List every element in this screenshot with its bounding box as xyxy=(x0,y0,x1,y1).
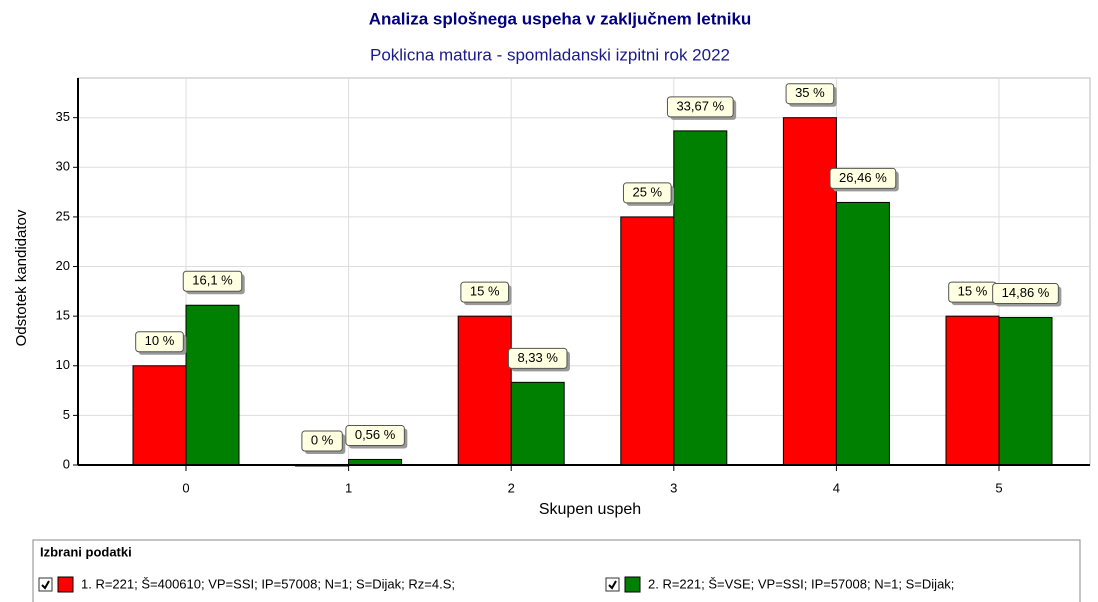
legend-label: 1. R=221; Š=400610; VP=SSI; IP=57008; N=… xyxy=(81,576,455,591)
x-tick-label: 2 xyxy=(508,480,515,495)
legend-check xyxy=(41,580,50,590)
y-axis-label: Odstotek kandidatov xyxy=(13,209,30,346)
data-label-box xyxy=(785,83,835,105)
x-tick-label: 5 xyxy=(995,480,1002,495)
data-label: 0 % xyxy=(311,432,334,447)
data-label: 15 % xyxy=(470,284,500,299)
data-label: 33,67 % xyxy=(676,98,724,113)
y-tick-label: 20 xyxy=(56,258,70,273)
x-axis-label: Skupen uspeh xyxy=(539,501,641,518)
bar xyxy=(620,216,675,466)
data-label: 10 % xyxy=(145,333,175,348)
bar xyxy=(132,365,187,466)
y-tick-label: 0 xyxy=(63,456,70,471)
x-tick-label: 1 xyxy=(345,480,352,495)
y-tick-label: 25 xyxy=(56,208,70,223)
chart-subtitle: Poklicna matura - spomladanski izpitni r… xyxy=(370,45,730,64)
data-label: 0,56 % xyxy=(355,427,396,442)
legend-check xyxy=(608,580,617,590)
y-tick-label: 5 xyxy=(63,407,70,422)
data-label-box xyxy=(301,430,343,452)
bar xyxy=(835,201,890,466)
chart-title: Analiza splošnega uspeha v zaključnem le… xyxy=(369,9,752,28)
data-label-box xyxy=(460,281,510,303)
bar xyxy=(782,117,837,466)
data-label: 16,1 % xyxy=(192,273,233,288)
data-label-box xyxy=(345,424,405,446)
data-label-box xyxy=(182,270,243,292)
bar xyxy=(998,317,1053,466)
data-label-box xyxy=(666,96,734,118)
data-label: 8,33 % xyxy=(517,350,558,365)
data-label: 14,86 % xyxy=(1002,285,1050,300)
data-label: 25 % xyxy=(632,184,662,199)
bar xyxy=(457,315,512,466)
x-tick-label: 4 xyxy=(833,480,840,495)
data-label-box xyxy=(622,182,672,204)
data-label-box xyxy=(992,283,1059,305)
data-label: 35 % xyxy=(795,85,825,100)
data-label-box xyxy=(135,331,184,353)
data-label-box xyxy=(507,347,568,369)
data-label: 26,46 % xyxy=(839,170,887,185)
bar xyxy=(945,315,1000,466)
legend-swatch xyxy=(624,576,641,593)
legend-box xyxy=(32,539,1081,602)
data-label-box xyxy=(829,167,897,189)
x-tick-label: 0 xyxy=(182,480,189,495)
data-label: 15 % xyxy=(958,284,988,299)
legend-label: 2. R=221; Š=VSE; VP=SSI; IP=57008; N=1; … xyxy=(648,576,954,591)
bar xyxy=(185,304,240,466)
bar xyxy=(673,130,728,466)
x-tick-label: 3 xyxy=(670,480,677,495)
y-tick-label: 15 xyxy=(56,308,70,323)
y-tick-label: 35 xyxy=(56,109,70,124)
y-tick-label: 30 xyxy=(56,159,70,174)
bar xyxy=(510,381,565,466)
y-tick-label: 10 xyxy=(56,357,70,372)
legend-title: Izbrani podatki xyxy=(40,544,132,559)
legend-swatch xyxy=(57,576,74,593)
